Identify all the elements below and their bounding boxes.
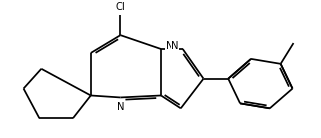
Text: Cl: Cl xyxy=(116,2,125,12)
Text: N: N xyxy=(117,102,124,112)
Text: N: N xyxy=(166,41,173,51)
Text: N: N xyxy=(171,41,179,51)
